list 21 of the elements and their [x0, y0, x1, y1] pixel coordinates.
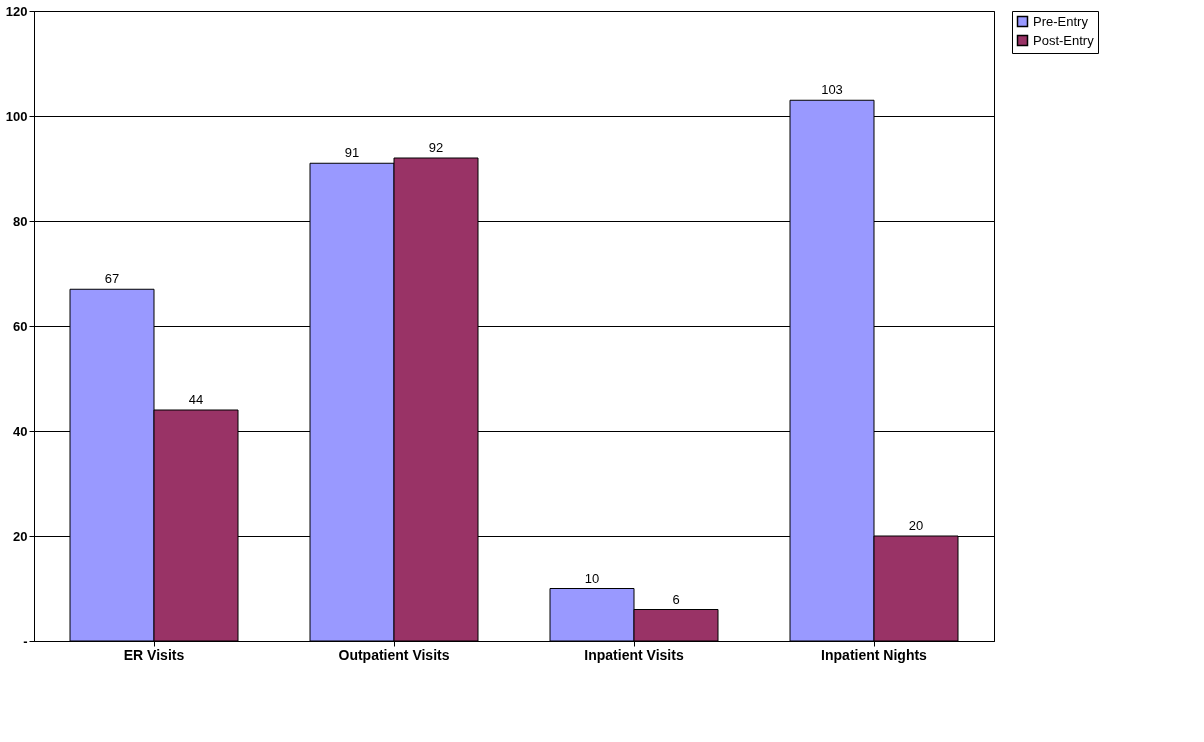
y-tick-label: 100	[5, 108, 28, 124]
data-label: 67	[104, 271, 120, 287]
data-label: 91	[344, 145, 360, 161]
data-label: 92	[428, 140, 444, 155]
data-label: 6	[672, 591, 680, 607]
y-tick-label: 120	[5, 3, 28, 19]
legend-label: Post-Entry	[1033, 32, 1095, 48]
x-tick-label: Outpatient Visits	[338, 646, 450, 663]
data-label: 44	[188, 392, 204, 407]
data-label: 20	[908, 518, 924, 533]
legend-label: Pre-Entry	[1033, 13, 1089, 29]
y-tick-label: 40	[13, 423, 28, 439]
y-tick-label: -	[23, 633, 28, 649]
x-tick-label: Inpatient Nights	[821, 646, 928, 663]
data-label: 103	[821, 82, 843, 98]
y-tick-label: 20	[13, 528, 28, 544]
x-tick-label: ER Visits	[123, 646, 185, 663]
y-tick-label: 60	[13, 318, 28, 334]
x-tick-label: Inpatient Visits	[584, 646, 684, 663]
data-label: 10	[584, 570, 600, 586]
y-tick-label: 80	[13, 213, 28, 229]
